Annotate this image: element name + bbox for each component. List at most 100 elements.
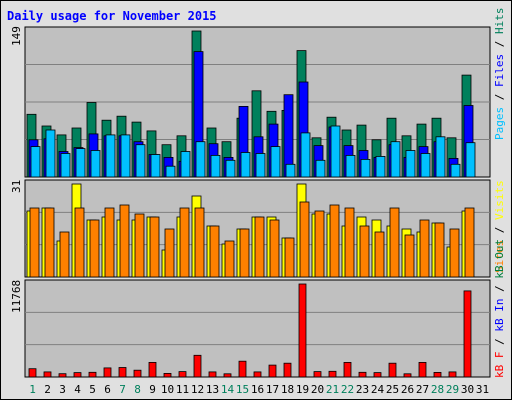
bar-pages-day-24 <box>375 155 386 178</box>
x-tick-label: 7 <box>119 383 126 396</box>
bar-kb-f-day-26 <box>403 373 412 378</box>
bar-pages-day-21 <box>330 125 341 178</box>
bar-sites-day-28 <box>434 222 445 278</box>
x-tick-label: 28 <box>431 383 444 396</box>
bar-pages-day-9 <box>150 154 161 178</box>
bar-sites-day-15 <box>239 228 250 278</box>
bar-sites-day-20 <box>314 210 325 278</box>
bar-pages-day-2 <box>45 129 56 178</box>
x-axis-labels: 1 2 3 4 5 6 7 8 9 10 11 12 13 14 15 16 17 18 19 20 21 22 23 24 2… <box>29 383 489 396</box>
legend-entry: Pages <box>493 107 506 140</box>
bar-pages-day-5 <box>90 150 101 178</box>
bar-pages-day-25 <box>390 141 401 178</box>
x-tick-label: 6 <box>104 383 111 396</box>
bar-kb-f-day-21 <box>328 370 337 378</box>
bar-pages-day-7 <box>120 134 131 178</box>
x-tick-label: 19 <box>296 383 309 396</box>
y-max-label-visits: 31 <box>10 180 23 193</box>
bar-kb-f-day-24 <box>373 372 382 378</box>
bar-kb-f-day-23 <box>358 371 367 378</box>
x-tick-label: 16 <box>251 383 264 396</box>
legend-bottom: kB F / kB In / kB Out <box>493 239 506 378</box>
bar-pages-day-20 <box>315 159 326 178</box>
bar-kb-f-day-14 <box>223 373 232 378</box>
bar-pages-day-12 <box>195 141 206 178</box>
x-tick-label: 29 <box>446 383 459 396</box>
bar-kb-f-day-29 <box>448 371 457 378</box>
bar-kb-f-day-13 <box>208 371 217 378</box>
bar-sites-day-30 <box>464 207 475 278</box>
bar-sites-day-23 <box>359 225 370 278</box>
bar-kb-f-day-5 <box>88 371 97 378</box>
legend-entry: / <box>493 220 506 240</box>
bar-sites-day-17 <box>269 219 280 278</box>
bar-sites-day-10 <box>164 228 175 278</box>
bar-sites-day-24 <box>374 231 385 278</box>
legend-entry: / <box>493 332 506 352</box>
chart-title: Daily usage for November 2015 <box>7 9 217 23</box>
x-tick-label: 3 <box>59 383 66 396</box>
bar-kb-f-day-22 <box>343 361 352 378</box>
bar-sites-day-12 <box>194 207 205 278</box>
bar-sites-day-3 <box>59 231 70 278</box>
right-legends: Pages / Files / Hits Sites / Visits kB F /… <box>493 8 506 379</box>
x-tick-label: 23 <box>356 383 369 396</box>
legend-entry: Visits <box>493 180 506 220</box>
bar-kb-f-day-28 <box>433 371 442 378</box>
x-tick-label: 10 <box>161 383 174 396</box>
x-tick-label: 31 <box>476 383 489 396</box>
bar-sites-day-25 <box>389 207 400 278</box>
bar-sites-day-1 <box>29 207 40 278</box>
bar-pages-day-27 <box>420 153 431 178</box>
x-tick-label: 14 <box>221 383 235 396</box>
x-tick-label: 1 <box>29 383 36 396</box>
bar-pages-day-14 <box>225 159 236 178</box>
bar-kb-f-day-19 <box>298 283 307 378</box>
bar-kb-f-day-2 <box>43 371 52 378</box>
bar-kb-f-day-9 <box>148 361 157 378</box>
x-tick-label: 5 <box>89 383 96 396</box>
bar-kb-f-day-10 <box>163 372 172 378</box>
bar-sites-day-2 <box>44 207 55 278</box>
bar-pages-day-18 <box>285 163 296 178</box>
legend-entry: kB Out <box>493 239 506 279</box>
bar-pages-day-15 <box>240 152 251 178</box>
x-tick-label: 22 <box>341 383 354 396</box>
x-tick-label: 18 <box>281 383 294 396</box>
legend-top: Pages / Files / Hits <box>493 8 506 141</box>
legend-entry: / <box>493 87 506 107</box>
bar-kb-f-day-16 <box>253 371 262 378</box>
bar-sites-day-22 <box>344 207 355 278</box>
legend-entry: kB F <box>493 352 506 379</box>
x-tick-label: 13 <box>206 383 219 396</box>
bar-pages-day-6 <box>105 134 116 178</box>
bar-sites-day-6 <box>104 207 115 278</box>
bar-pages-day-28 <box>435 136 446 178</box>
bar-kb-f-day-11 <box>178 371 187 378</box>
legend-entry: Sites <box>493 240 506 273</box>
bar-pages-day-22 <box>345 154 356 178</box>
bar-pages-day-29 <box>450 163 461 178</box>
legend-entry: Hits <box>493 8 506 35</box>
bar-pages-day-23 <box>360 158 371 178</box>
bar-sites-day-19 <box>299 201 310 278</box>
bar-kb-f-day-25 <box>388 362 397 378</box>
x-tick-label: 24 <box>371 383 385 396</box>
x-tick-label: 8 <box>134 383 141 396</box>
x-tick-label: 17 <box>266 383 279 396</box>
bar-sites-day-26 <box>404 234 415 278</box>
bar-kb-f-day-20 <box>313 371 322 378</box>
legend-entry: kB In <box>493 299 506 332</box>
bar-pages-day-30 <box>465 142 476 178</box>
x-tick-label: 20 <box>311 383 324 396</box>
x-tick-label: 30 <box>461 383 474 396</box>
bar-kb-f-day-27 <box>418 361 427 378</box>
x-tick-label: 2 <box>44 383 51 396</box>
bar-sites-day-16 <box>254 216 265 278</box>
chart-bars <box>26 30 476 378</box>
x-tick-label: 27 <box>416 383 429 396</box>
bar-pages-day-16 <box>255 153 266 178</box>
bar-pages-day-17 <box>270 146 281 178</box>
y-axis-labels: 149 31 11768 <box>10 26 23 313</box>
bar-sites-day-21 <box>329 204 340 278</box>
